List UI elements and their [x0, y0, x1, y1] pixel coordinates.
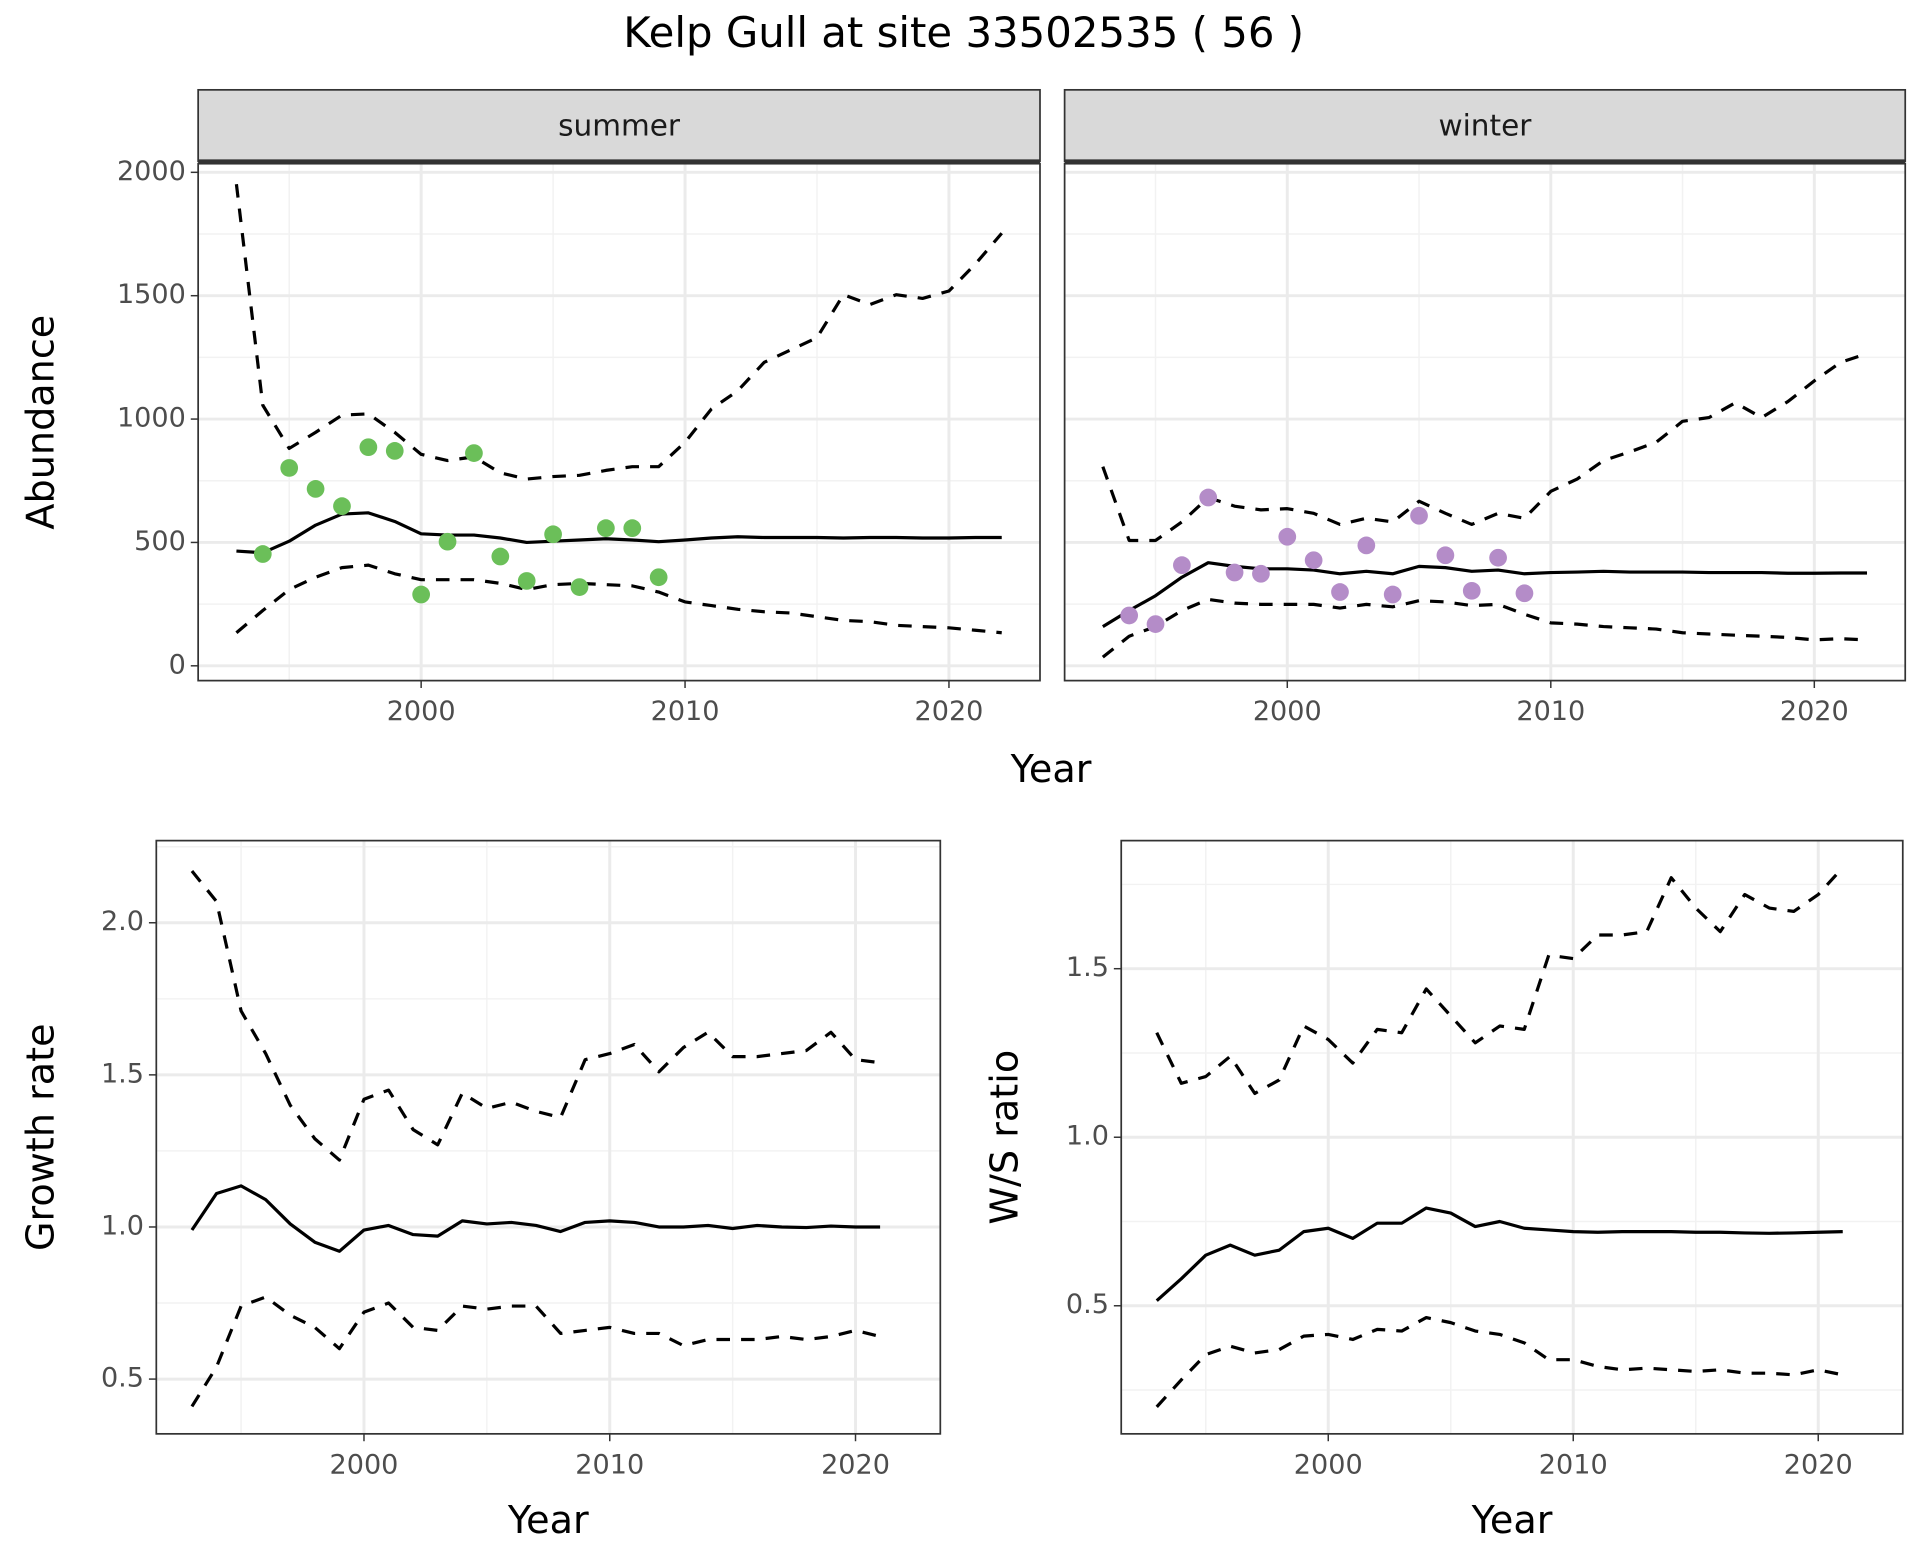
data-point	[1199, 488, 1218, 507]
y-tick-label: 1.5	[101, 1058, 144, 1089]
y-tick-label: 1.0	[101, 1210, 144, 1241]
data-point	[412, 585, 431, 604]
x-axis-title: Year	[1010, 747, 1092, 791]
data-point	[1410, 506, 1428, 525]
x-axis-title: Year	[1471, 1498, 1553, 1542]
data-point	[517, 572, 536, 590]
panel-background	[156, 840, 941, 1434]
panel-border	[155, 839, 942, 1435]
y-tick-label: 0	[169, 649, 186, 680]
x-tick-label: 2000	[1253, 696, 1322, 727]
y-tick-label: 2.0	[101, 906, 144, 937]
panel-border	[1120, 839, 1904, 1435]
y-tick-label: 1.5	[1066, 952, 1109, 983]
trend-line	[236, 511, 1002, 555]
y-axis-title: Abundance	[19, 315, 63, 530]
data-point	[1173, 556, 1191, 575]
data-point	[1515, 584, 1534, 603]
strip-label: summer	[558, 108, 681, 142]
data-point	[1146, 615, 1165, 633]
interval-line	[235, 563, 1002, 635]
data-point	[1225, 563, 1244, 582]
figure-title: Kelp Gull at site 33502535 ( 56 )	[623, 8, 1304, 57]
y-axis-title: W/S ratio	[982, 1050, 1026, 1225]
strip	[197, 88, 1041, 163]
interval-line	[1101, 597, 1868, 659]
x-tick-label: 2010	[575, 1449, 644, 1480]
data-point	[280, 459, 299, 477]
data-point	[544, 525, 562, 544]
panel-border	[1063, 162, 1907, 682]
x-tick-label: 2000	[330, 1449, 399, 1480]
panel-border	[197, 162, 1041, 682]
data-point	[1278, 527, 1297, 546]
x-tick-label: 2010	[1539, 1449, 1608, 1480]
data-point	[491, 547, 510, 566]
data-point	[570, 578, 589, 596]
panel-background	[198, 163, 1041, 681]
data-point	[465, 444, 483, 462]
x-tick-label: 2020	[821, 1449, 890, 1480]
data-point	[306, 480, 325, 498]
interval-line	[1101, 352, 1868, 543]
y-axis-title: Growth rate	[19, 1023, 63, 1251]
interval-line	[190, 870, 881, 1162]
data-point	[1489, 548, 1507, 567]
data-point	[649, 568, 668, 587]
y-tick-label: 0.5	[101, 1363, 144, 1394]
strip-label: winter	[1438, 108, 1532, 142]
interval-line	[1155, 866, 1844, 1096]
x-tick-label: 2010	[1516, 696, 1585, 727]
data-point	[1357, 536, 1376, 555]
interval-line	[234, 183, 1003, 481]
data-point	[438, 532, 457, 551]
y-tick-label: 1500	[117, 279, 186, 310]
data-point	[1383, 585, 1402, 604]
x-tick-label: 2020	[1784, 1449, 1853, 1480]
y-tick-label: 1000	[117, 403, 186, 434]
data-point	[1436, 546, 1455, 565]
interval-line	[1155, 1315, 1844, 1408]
x-tick-label: 2020	[1780, 696, 1849, 727]
data-point	[1252, 564, 1270, 583]
data-point	[1462, 581, 1481, 600]
y-tick-label: 2000	[117, 156, 186, 187]
data-point	[359, 438, 378, 457]
data-point	[1331, 583, 1349, 601]
trend-line	[1155, 1206, 1843, 1302]
trend-line	[190, 1184, 881, 1253]
panel-background	[1064, 163, 1906, 681]
data-point	[253, 545, 272, 563]
data-point	[597, 519, 615, 537]
x-tick-label: 2000	[1294, 1449, 1363, 1480]
x-axis-title: Year	[507, 1498, 589, 1542]
data-point	[1120, 606, 1139, 625]
x-tick-label: 2020	[915, 696, 984, 727]
data-point	[385, 442, 404, 460]
x-tick-label: 2000	[387, 696, 456, 727]
y-tick-label: 500	[134, 526, 186, 557]
x-tick-label: 2010	[651, 696, 720, 727]
y-tick-label: 0.5	[1066, 1289, 1109, 1320]
data-point	[623, 519, 642, 537]
y-tick-label: 1.0	[1066, 1121, 1109, 1152]
data-point	[333, 497, 351, 516]
data-point	[1304, 551, 1323, 570]
